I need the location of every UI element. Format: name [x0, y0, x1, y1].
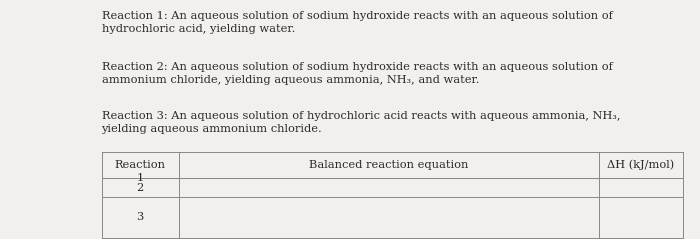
Text: 1: 1 — [136, 173, 144, 183]
Text: 2: 2 — [136, 183, 144, 193]
Text: ΔH (kJ/mol): ΔH (kJ/mol) — [607, 160, 674, 170]
Text: Reaction: Reaction — [115, 160, 165, 170]
Text: 3: 3 — [136, 212, 144, 223]
Text: Reaction 2: An aqueous solution of sodium hydroxide reacts with an aqueous solut: Reaction 2: An aqueous solution of sodiu… — [102, 62, 612, 85]
Text: Balanced reaction equation: Balanced reaction equation — [309, 160, 468, 170]
Text: Reaction 1: An aqueous solution of sodium hydroxide reacts with an aqueous solut: Reaction 1: An aqueous solution of sodiu… — [102, 11, 612, 34]
Text: Reaction 3: An aqueous solution of hydrochloric acid reacts with aqueous ammonia: Reaction 3: An aqueous solution of hydro… — [102, 111, 620, 134]
